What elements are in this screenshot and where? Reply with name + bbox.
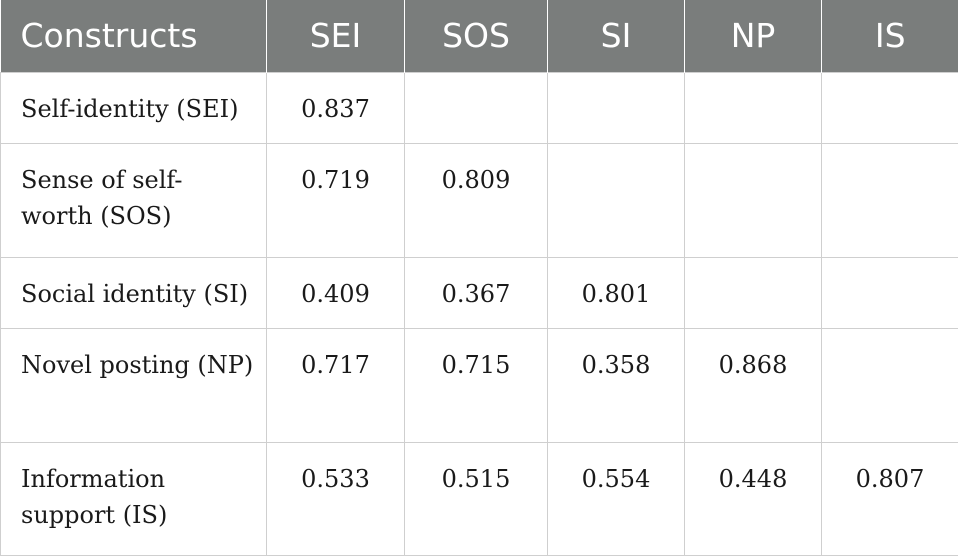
header-is: IS bbox=[822, 0, 958, 72]
cell-value: 0.533 bbox=[267, 442, 405, 555]
row-label: Self-identity (SEI) bbox=[1, 72, 267, 143]
cell-value: 0.515 bbox=[405, 442, 548, 555]
cell-value: 0.554 bbox=[548, 442, 685, 555]
table-row: Self-identity (SEI) 0.837 bbox=[1, 72, 958, 143]
cell-value bbox=[685, 72, 822, 143]
cell-value: 0.868 bbox=[685, 328, 822, 442]
header-sos: SOS bbox=[405, 0, 548, 72]
cell-value: 0.358 bbox=[548, 328, 685, 442]
cell-value bbox=[548, 143, 685, 257]
header-row: Constructs SEI SOS SI NP IS bbox=[1, 0, 958, 72]
cell-value bbox=[822, 257, 958, 328]
cell-value: 0.807 bbox=[822, 442, 958, 555]
table-header: Constructs SEI SOS SI NP IS bbox=[1, 0, 958, 72]
row-label: Information support (IS) bbox=[1, 442, 267, 555]
cell-value: 0.448 bbox=[685, 442, 822, 555]
cell-value bbox=[822, 72, 958, 143]
cell-value: 0.367 bbox=[405, 257, 548, 328]
cell-value: 0.837 bbox=[267, 72, 405, 143]
cell-value bbox=[405, 72, 548, 143]
header-constructs: Constructs bbox=[1, 0, 267, 72]
table-row: Sense of self-worth (SOS) 0.719 0.809 bbox=[1, 143, 958, 257]
row-label: Sense of self-worth (SOS) bbox=[1, 143, 267, 257]
table-row: Information support (IS) 0.533 0.515 0.5… bbox=[1, 442, 958, 555]
cell-value: 0.801 bbox=[548, 257, 685, 328]
cell-value bbox=[685, 143, 822, 257]
header-np: NP bbox=[685, 0, 822, 72]
cell-value: 0.715 bbox=[405, 328, 548, 442]
table-body: Self-identity (SEI) 0.837 Sense of self-… bbox=[1, 72, 958, 555]
cell-value bbox=[822, 143, 958, 257]
cell-value: 0.409 bbox=[267, 257, 405, 328]
table-row: Social identity (SI) 0.409 0.367 0.801 bbox=[1, 257, 958, 328]
row-label: Social identity (SI) bbox=[1, 257, 267, 328]
header-si: SI bbox=[548, 0, 685, 72]
cell-value bbox=[822, 328, 958, 442]
cell-value bbox=[548, 72, 685, 143]
row-label: Novel posting (NP) bbox=[1, 328, 267, 442]
cell-value bbox=[685, 257, 822, 328]
table-row: Novel posting (NP) 0.717 0.715 0.358 0.8… bbox=[1, 328, 958, 442]
cell-value: 0.717 bbox=[267, 328, 405, 442]
cell-value: 0.809 bbox=[405, 143, 548, 257]
header-sei: SEI bbox=[267, 0, 405, 72]
cell-value: 0.719 bbox=[267, 143, 405, 257]
